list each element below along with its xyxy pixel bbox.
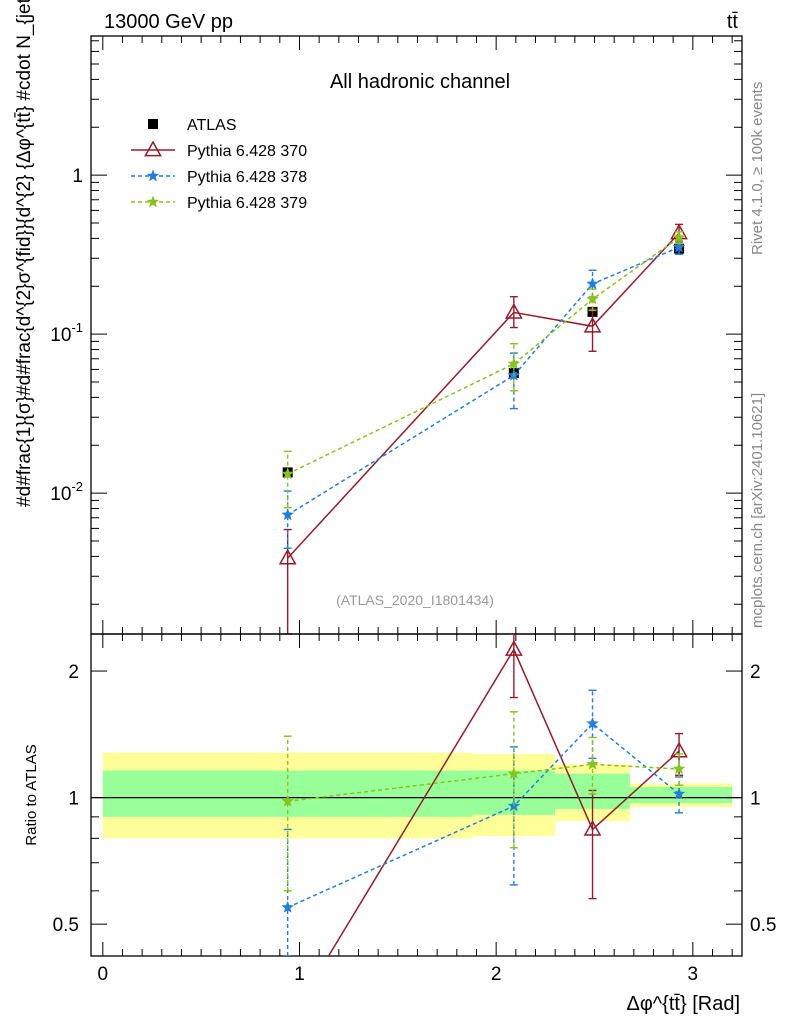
mcplots-label: mcplots.cern.ch [arXiv:2401.10621] <box>749 393 766 628</box>
series-marker <box>672 240 686 253</box>
x-axis-label: Δφ^{tt̄} [Rad] <box>626 993 740 1015</box>
series-marker <box>586 716 599 730</box>
x-tick-label: 3 <box>688 964 699 985</box>
y-tick-label: 1 <box>750 789 761 810</box>
series-marker <box>504 640 523 656</box>
energy-label: 13000 GeV pp <box>104 11 233 33</box>
x-tick-label: 2 <box>491 964 502 985</box>
series-line <box>287 236 680 475</box>
series-marker <box>148 119 158 129</box>
series-marker <box>281 467 295 480</box>
series-marker <box>586 757 599 770</box>
series-marker <box>278 548 297 565</box>
series-marker <box>507 766 521 780</box>
y-tick-label: 10-2 <box>50 479 83 505</box>
y-tick-label: 10-1 <box>50 320 83 346</box>
series-marker <box>672 787 686 800</box>
series-marker <box>507 357 521 370</box>
series-marker <box>583 819 602 836</box>
series-line <box>287 763 680 803</box>
series-marker <box>281 508 295 521</box>
legend-label: Pythia 6.428 379 <box>187 195 307 212</box>
legend-entry: Pythia 6.428 379 <box>131 195 307 212</box>
legend-label: Pythia 6.428 378 <box>187 169 307 186</box>
series-line <box>327 647 680 956</box>
x-tick-label: 0 <box>98 964 109 985</box>
x-tick-label: 1 <box>294 964 305 985</box>
series-marker <box>281 794 295 807</box>
ratio-frame <box>90 633 743 957</box>
series-marker <box>672 230 686 243</box>
analysis-id: (ATLAS_2020_I1801434) <box>336 592 494 608</box>
ratio-series-group <box>281 634 688 956</box>
y-tick-label: 2 <box>68 662 79 683</box>
series-marker <box>146 195 160 208</box>
series-marker <box>586 292 599 305</box>
y-tick-label: 0.5 <box>750 915 776 936</box>
series-pythia-6-428-379 <box>281 711 686 892</box>
series-pythia-6-428-378 <box>281 240 686 549</box>
legend-label: Pythia 6.428 370 <box>187 143 307 160</box>
legend-label: ATLAS <box>187 117 237 134</box>
ratio-panel: 0.5 0.5 1 1 2 2 0 1 2 3 Ratio to ATLAS Δφ^{tt̄} … <box>23 36 777 1015</box>
rivet-label: Rivet 4.1.0, ≥ 100k events <box>749 82 766 255</box>
x-axis: 0 1 2 3 <box>98 36 733 985</box>
series-atlas <box>282 243 685 478</box>
series-marker <box>586 277 599 290</box>
series-line <box>287 232 680 559</box>
series-line <box>287 722 680 909</box>
series-marker <box>281 900 295 913</box>
series-marker <box>144 140 162 157</box>
legend: ATLAS Pythia 6.428 370 Pythia 6.428 378 Pyt… <box>131 117 307 212</box>
series-pythia-6-428-370 <box>278 223 688 635</box>
y-tick-label: 0.5 <box>53 915 79 936</box>
series-pythia-6-428-379 <box>281 230 686 509</box>
series-marker <box>504 302 523 319</box>
chart-title: All hadronic channel <box>330 71 510 93</box>
series-marker <box>583 316 602 333</box>
ratio-y-axis-label: Ratio to ATLAS <box>23 744 40 845</box>
process-label: tt̄ <box>727 11 739 33</box>
series-marker <box>146 169 160 182</box>
legend-entry: Pythia 6.428 370 <box>131 140 307 160</box>
y-tick-label: 1 <box>72 166 83 187</box>
ratio-y-axis: 0.5 0.5 1 1 2 2 <box>53 662 777 936</box>
y-tick-label: 2 <box>750 662 761 683</box>
y-tick-label: 1 <box>68 789 79 810</box>
legend-entry: Pythia 6.428 378 <box>131 169 307 186</box>
main-y-axis-label: #d#frac{1}{σ}#d#frac{d^{2}σ^{fid}}{d^{2}… <box>14 0 35 507</box>
series-marker <box>672 762 686 775</box>
main-panel: 10-2 10-1 1 All hadronic channel (ATLAS_20… <box>14 0 743 635</box>
legend-entry: ATLAS <box>148 117 237 134</box>
series-line <box>287 246 680 516</box>
